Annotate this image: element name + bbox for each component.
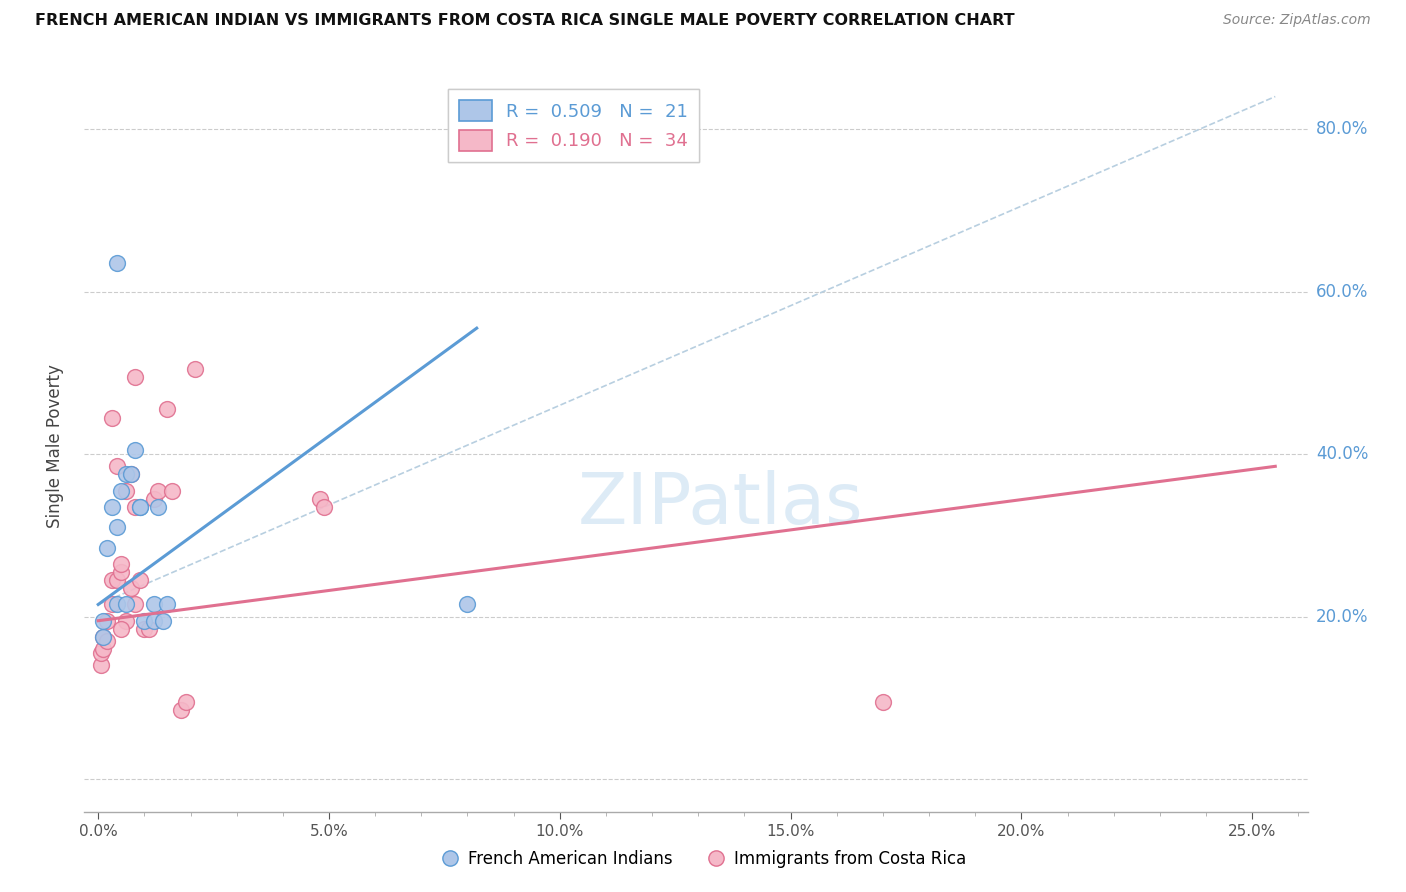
Point: [105, 520, 128, 534]
Text: ZIPatlas: ZIPatlas: [578, 470, 863, 539]
Y-axis label: Single Male Poverty: Single Male Poverty: [45, 364, 63, 528]
Point: [115, 614, 138, 628]
Point: [110, 565, 132, 579]
Text: 40.0%: 40.0%: [1316, 445, 1368, 463]
Point: [314, 500, 336, 514]
Point: [128, 500, 150, 514]
Point: [124, 598, 146, 612]
Point: [152, 614, 174, 628]
Point: [184, 361, 207, 376]
Point: [101, 598, 124, 612]
Point: [91, 630, 114, 644]
Point: [156, 598, 179, 612]
Text: 20.0%: 20.0%: [1316, 607, 1368, 625]
Point: [156, 402, 179, 417]
Point: [96, 634, 118, 648]
Point: [91, 630, 114, 644]
Point: [96, 614, 118, 628]
Point: [170, 703, 193, 717]
Point: [120, 581, 142, 595]
Legend: R =  0.509   N =  21, R =  0.190   N =  34: R = 0.509 N = 21, R = 0.190 N = 34: [449, 89, 699, 161]
Point: [115, 467, 138, 482]
Point: [115, 598, 138, 612]
Point: [91, 642, 114, 657]
Point: [134, 622, 156, 636]
Point: [872, 695, 894, 709]
Point: [148, 500, 170, 514]
Point: [110, 622, 132, 636]
Point: [124, 500, 146, 514]
Point: [110, 483, 132, 498]
Point: [124, 443, 146, 458]
Point: [89, 646, 111, 660]
Text: FRENCH AMERICAN INDIAN VS IMMIGRANTS FROM COSTA RICA SINGLE MALE POVERTY CORRELA: FRENCH AMERICAN INDIAN VS IMMIGRANTS FRO…: [35, 13, 1015, 29]
Point: [160, 483, 183, 498]
Point: [115, 483, 138, 498]
Point: [105, 573, 128, 587]
Point: [110, 557, 132, 571]
Point: [128, 500, 150, 514]
Point: [91, 614, 114, 628]
Legend: French American Indians, Immigrants from Costa Rica: French American Indians, Immigrants from…: [433, 844, 973, 875]
Point: [124, 370, 146, 384]
Text: 80.0%: 80.0%: [1316, 120, 1368, 138]
Text: Source: ZipAtlas.com: Source: ZipAtlas.com: [1223, 13, 1371, 28]
Point: [456, 598, 478, 612]
Point: [120, 467, 142, 482]
Point: [128, 573, 150, 587]
Point: [105, 256, 128, 270]
Point: [148, 483, 170, 498]
Point: [105, 598, 128, 612]
Point: [134, 614, 156, 628]
Point: [101, 500, 124, 514]
Point: [142, 491, 165, 506]
Point: [308, 491, 330, 506]
Point: [142, 614, 165, 628]
Point: [138, 622, 160, 636]
Point: [89, 658, 111, 673]
Point: [96, 541, 118, 555]
Point: [120, 467, 142, 482]
Point: [101, 573, 124, 587]
Text: 60.0%: 60.0%: [1316, 283, 1368, 301]
Point: [101, 410, 124, 425]
Point: [105, 459, 128, 474]
Point: [142, 598, 165, 612]
Point: [174, 695, 197, 709]
